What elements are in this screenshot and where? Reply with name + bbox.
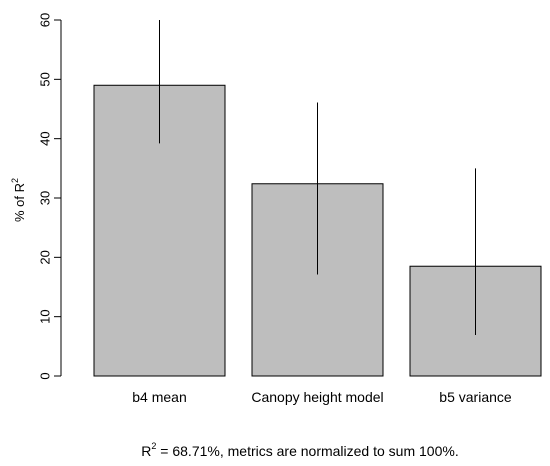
category-label: b5 variance [439,389,512,405]
y-tick-label: 30 [37,191,52,205]
y-tick-label: 40 [37,131,52,145]
y-tick-label: 60 [37,13,52,27]
y-tick-label: 50 [37,72,52,86]
y-tick-label: 0 [37,372,52,379]
y-tick-label: 10 [37,309,52,323]
y-tick-label: 20 [37,250,52,264]
y-axis-title: % of R2 [10,178,27,222]
x-axis-labels: b4 mean Canopy height model b5 variance [132,389,512,405]
chart-caption: R2 = 68.71%, metrics are normalized to s… [141,441,458,459]
category-label: Canopy height model [251,389,383,405]
y-axis: 0 10 20 30 40 50 60 [37,13,62,380]
error-bars-group [159,20,476,336]
category-label: b4 mean [132,389,186,405]
